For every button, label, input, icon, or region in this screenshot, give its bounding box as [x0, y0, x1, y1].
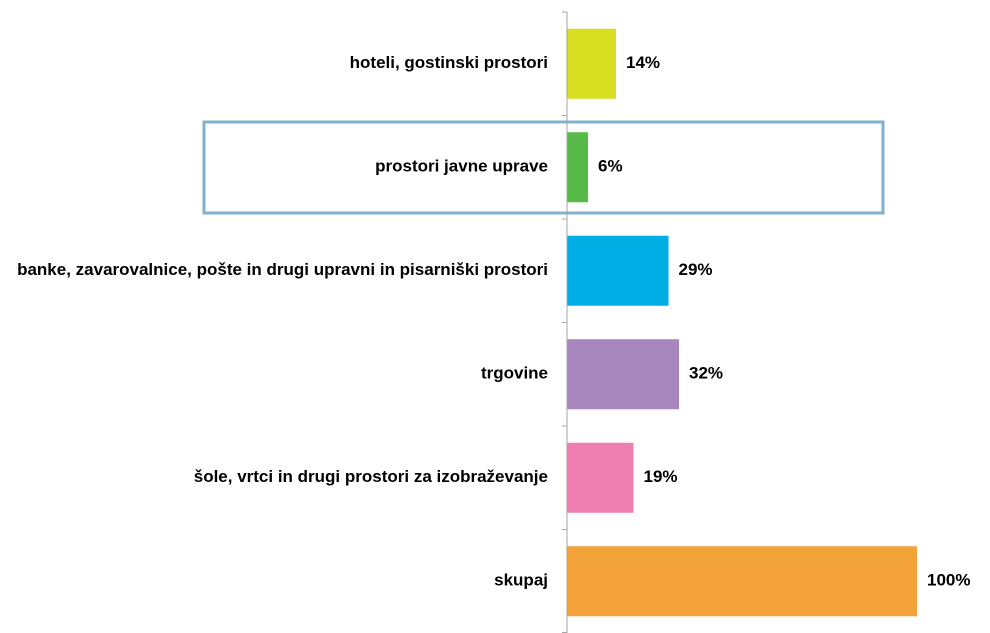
category-label: banke, zavarovalnice, pošte in drugi upr… — [17, 260, 548, 279]
bar — [567, 339, 679, 410]
value-label: 14% — [626, 53, 660, 72]
value-label: 32% — [689, 364, 723, 383]
bar — [567, 132, 588, 203]
value-label: 6% — [598, 157, 623, 176]
category-label: prostori javne uprave — [375, 157, 548, 176]
bar — [567, 235, 669, 306]
bar — [567, 28, 616, 99]
value-label: 19% — [644, 467, 678, 486]
highlight-box — [202, 120, 885, 215]
category-label: trgovine — [481, 364, 548, 383]
category-label: hoteli, gostinski prostori — [350, 53, 548, 72]
value-label: 100% — [927, 571, 970, 590]
bar — [567, 442, 634, 513]
category-label: šole, vrtci in drugi prostori za izobraž… — [194, 467, 548, 486]
category-label: skupaj — [494, 571, 548, 590]
value-label: 29% — [679, 260, 713, 279]
bar — [567, 546, 917, 617]
